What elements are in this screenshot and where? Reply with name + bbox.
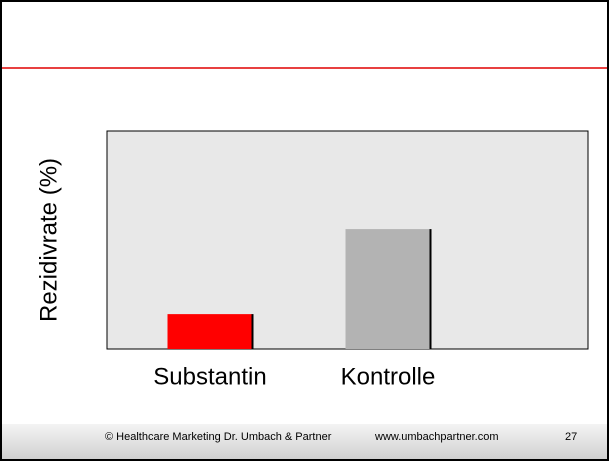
x-tick-label: Kontrolle <box>341 363 436 390</box>
footer-page: 27 <box>565 431 577 443</box>
bar <box>167 314 253 349</box>
footer-url: www.umbachpartner.com <box>374 431 499 443</box>
bar <box>345 229 431 349</box>
y-axis-label: Rezidivrate (%) <box>35 158 62 322</box>
footer-band <box>2 424 607 459</box>
footer-copyright: © Healthcare Marketing Dr. Umbach & Part… <box>105 431 332 443</box>
x-tick-label: Substantin <box>153 363 266 390</box>
